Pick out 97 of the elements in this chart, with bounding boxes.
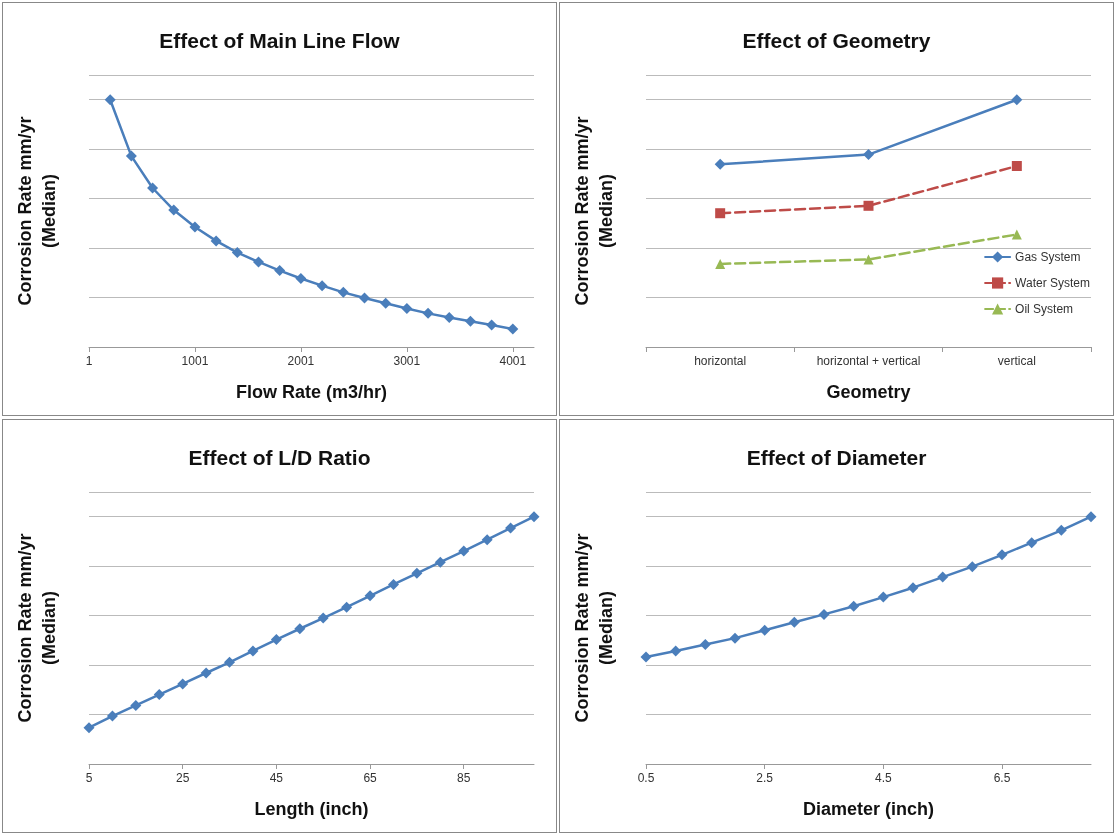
point	[1085, 510, 1097, 522]
point	[715, 208, 726, 219]
x-tick-label: 25	[176, 770, 190, 785]
point	[848, 600, 860, 612]
point	[294, 622, 306, 634]
legend-label: Gas System	[1015, 250, 1081, 264]
point	[877, 591, 889, 603]
point	[1011, 161, 1022, 171]
point	[380, 297, 392, 309]
point	[231, 247, 243, 259]
chart-title: Effect of Diameter	[746, 445, 927, 469]
point	[481, 533, 493, 545]
legend-label: Oil System	[1015, 302, 1074, 316]
point	[863, 254, 874, 265]
point	[153, 688, 165, 700]
point	[270, 633, 282, 645]
point	[125, 150, 137, 162]
point	[411, 567, 423, 579]
point	[337, 286, 349, 298]
x-tick-label: 1	[85, 354, 93, 368]
x-axis-title: Diameter (inch)	[802, 798, 935, 819]
chart-title: Effect of Geometry	[742, 29, 931, 52]
point	[104, 94, 116, 106]
point	[714, 158, 726, 170]
point	[670, 645, 682, 656]
x-tick-label: 45	[269, 770, 284, 785]
y-axis-title: Corrosion Rate mm/yr (Median)	[572, 532, 616, 723]
x-tick-label: 1001	[181, 354, 209, 368]
point	[788, 616, 800, 628]
point	[387, 578, 399, 590]
point	[863, 200, 874, 211]
point	[316, 280, 328, 292]
point	[1055, 524, 1067, 536]
x-tick-label: 2.5	[756, 770, 774, 785]
point	[210, 235, 222, 247]
point	[341, 601, 353, 613]
point	[458, 545, 470, 557]
x-tick-label: 4001	[499, 354, 527, 368]
point	[907, 581, 919, 593]
x-tick-label: horizontal	[694, 354, 747, 368]
point	[996, 548, 1008, 560]
point	[1026, 536, 1038, 548]
point	[247, 645, 259, 656]
point	[759, 624, 771, 636]
point	[937, 571, 949, 583]
point	[224, 656, 236, 668]
x-tick-label: 0.5	[637, 770, 655, 785]
x-axis-title: Flow Rate (m3/hr)	[235, 382, 388, 402]
x-tick-label: horizontal + vertical	[816, 354, 921, 368]
point	[729, 632, 741, 644]
point	[358, 292, 370, 304]
point	[168, 204, 180, 216]
x-axis-title: Length (inch)	[254, 798, 369, 819]
x-axis-title: Geometry	[826, 382, 911, 402]
point	[505, 522, 517, 534]
point	[177, 677, 189, 689]
point	[966, 560, 978, 572]
point	[295, 273, 307, 285]
x-tick-label: 5	[85, 770, 93, 785]
legend-label: Water System	[1015, 276, 1091, 290]
y-axis-title: Corrosion Rate mm/yr (Median)	[572, 116, 616, 306]
point	[317, 612, 329, 624]
point	[106, 710, 118, 722]
point	[253, 256, 265, 268]
point	[189, 221, 201, 233]
x-tick-label: 85	[457, 770, 471, 785]
point	[464, 315, 476, 327]
point	[200, 667, 212, 678]
point	[486, 319, 498, 331]
point	[1011, 229, 1022, 240]
point	[640, 650, 652, 662]
point	[401, 302, 413, 314]
point	[699, 638, 711, 650]
chart-title: Effect of Main Line Flow	[159, 29, 401, 52]
point	[507, 323, 519, 335]
x-tick-label: 6.5	[993, 770, 1011, 785]
y-axis-title: Corrosion Rate mm/yr (Median)	[15, 116, 59, 306]
point	[1011, 94, 1023, 106]
x-tick-label: 3001	[393, 354, 421, 368]
point	[434, 556, 446, 568]
point	[364, 589, 376, 601]
y-axis-title: Corrosion Rate mm/yr (Median)	[15, 532, 59, 723]
x-tick-label: 65	[363, 770, 378, 785]
point	[422, 307, 434, 319]
point	[130, 699, 142, 711]
point	[715, 258, 726, 269]
point	[528, 510, 540, 522]
point	[83, 721, 95, 733]
x-tick-label: vertical	[997, 354, 1036, 368]
point	[147, 182, 159, 194]
point	[274, 265, 286, 277]
x-tick-label: 2001	[287, 354, 315, 368]
chart-title: Effect of L/D Ratio	[188, 445, 371, 469]
x-tick-label: 4.5	[874, 770, 892, 785]
point	[863, 149, 874, 161]
point	[443, 312, 455, 324]
point	[818, 608, 830, 620]
